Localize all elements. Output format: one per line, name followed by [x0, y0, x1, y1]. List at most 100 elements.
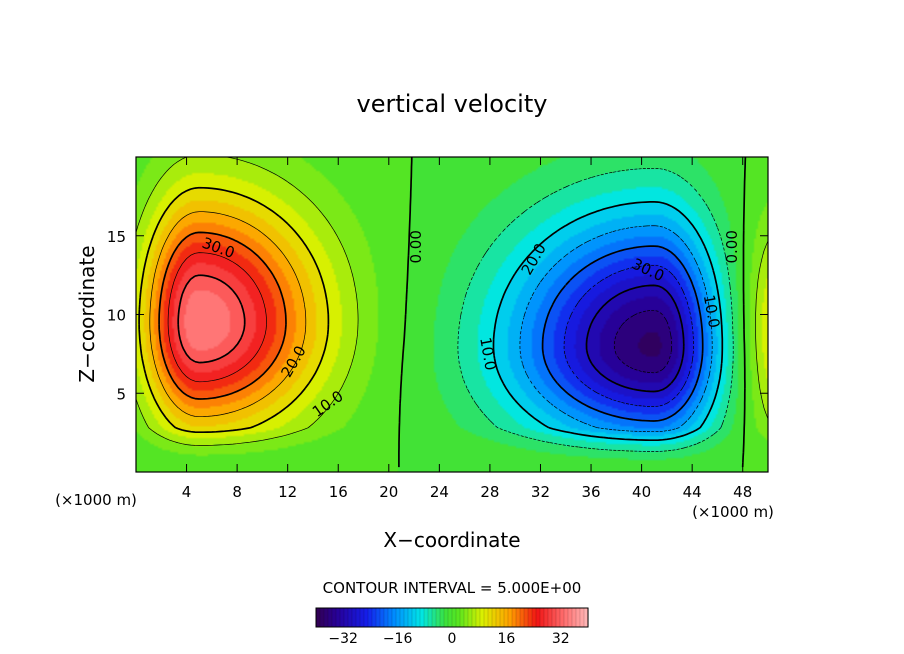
colorbar-swatch: [315, 607, 321, 628]
colorbar-swatch: [419, 607, 425, 628]
colorbar-swatch: [431, 607, 437, 628]
colorbar-swatch: [411, 607, 417, 628]
colorbar-swatch: [367, 607, 373, 628]
colorbar-swatch: [503, 607, 509, 628]
colorbar-swatch: [563, 607, 569, 628]
x-axis-label: X−coordinate: [383, 528, 520, 552]
contour-line: [158, 231, 287, 400]
colorbar-swatch: [375, 607, 381, 628]
colorbar-tick-label: 16: [497, 631, 515, 647]
x-tick-label: 8: [232, 483, 242, 501]
colorbar-swatch: [407, 607, 413, 628]
colorbar-swatch: [555, 607, 561, 628]
contour-line: [136, 157, 768, 446]
colorbar-swatch: [579, 607, 585, 628]
x-tick-label: 32: [531, 483, 550, 501]
colorbar-swatch: [343, 607, 349, 628]
colorbar: [315, 607, 589, 628]
y-tick-label: 5: [116, 385, 126, 403]
colorbar-swatch: [391, 607, 397, 628]
colorbar-swatch: [423, 607, 429, 628]
colorbar-swatch: [451, 607, 457, 628]
colorbar-swatch: [455, 607, 461, 628]
contour-line: [614, 309, 672, 374]
colorbar-swatch: [539, 607, 545, 628]
colorbar-swatch: [575, 607, 581, 628]
contour-line: [149, 211, 307, 418]
y-tick-label: 10: [107, 307, 126, 325]
colorbar-swatch: [415, 607, 421, 628]
colorbar-swatch: [547, 607, 553, 628]
colorbar-swatch: [511, 607, 517, 628]
x-tick-label: 28: [480, 483, 499, 501]
contour-line: [519, 225, 713, 433]
colorbar-swatch: [535, 607, 541, 628]
contour-interval-text: CONTOUR INTERVAL = 5.000E+00: [323, 579, 582, 597]
colorbar-swatch: [475, 607, 481, 628]
contour-line: [167, 252, 267, 383]
colorbar-swatch: [551, 607, 557, 628]
x-unit-label-right: (×1000 m): [692, 503, 774, 521]
x-tick-label: 16: [329, 483, 348, 501]
colorbar-tick-label: −32: [328, 631, 358, 647]
x-tick-label: 48: [733, 483, 752, 501]
colorbar-swatch: [443, 607, 449, 628]
colorbar-swatch: [487, 607, 493, 628]
colorbar-swatch: [483, 607, 489, 628]
colorbar-swatch: [491, 607, 497, 628]
x-tick-label: 12: [278, 483, 297, 501]
colorbar-swatch: [363, 607, 369, 628]
colorbar-tick-label: 0: [448, 631, 457, 647]
contour-label: 0.00: [723, 230, 741, 263]
contour-line: [492, 201, 724, 442]
colorbar-swatch: [359, 607, 365, 628]
contour-line: [138, 186, 330, 434]
colorbar-swatch: [559, 607, 565, 628]
contour-label: 10.0: [476, 336, 500, 372]
x-unit-label-left: (×1000 m): [55, 491, 137, 509]
colorbar-swatch: [527, 607, 533, 628]
colorbar-swatch: [439, 607, 445, 628]
y-tick-label: 15: [107, 228, 126, 246]
colorbar-tick-label: −16: [383, 631, 413, 647]
contour-line: [398, 157, 747, 468]
x-tick-label: 20: [379, 483, 398, 501]
contour-lines: [136, 157, 768, 468]
colorbar-swatch: [371, 607, 377, 628]
contour-label: 10.0: [700, 293, 724, 329]
colorbar-swatch: [495, 607, 501, 628]
colorbar-swatch: [447, 607, 453, 628]
colorbar-swatch: [519, 607, 525, 628]
colorbar-swatch: [531, 607, 537, 628]
x-tick-label: 4: [182, 483, 192, 501]
colorbar-swatch: [395, 607, 401, 628]
velocity-field-heatmap: [136, 157, 768, 472]
colorbar-ticks: −32 −16 0 16 32: [328, 631, 569, 647]
colorbar-swatch: [379, 607, 385, 628]
contour-label: 0.00: [407, 230, 425, 263]
colorbar-swatch: [355, 607, 361, 628]
colorbar-swatch: [351, 607, 357, 628]
colorbar-swatch: [331, 607, 337, 628]
colorbar-swatch: [399, 607, 405, 628]
x-tick-label: 40: [632, 483, 651, 501]
contour-labels: 30.020.010.00.00 20.0 30.010.010.00.00: [200, 230, 742, 421]
x-tick-label: 24: [430, 483, 449, 501]
contour-line: [541, 245, 704, 422]
colorbar-swatch: [571, 607, 577, 628]
chart-title: vertical velocity: [357, 90, 548, 118]
contour-line: [457, 167, 734, 452]
colorbar-swatch: [339, 607, 345, 628]
y-axis-label: Z−coordinate: [75, 245, 99, 382]
colorbar-swatch: [567, 607, 573, 628]
x-axis-ticks: 4 8 12 16 20 24 28 32 36 40 44 48: [182, 157, 752, 501]
y-axis-ticks: 5 10 15: [107, 228, 768, 403]
colorbar-swatch: [463, 607, 469, 628]
colorbar-swatch: [507, 607, 513, 628]
colorbar-swatch: [435, 607, 441, 628]
colorbar-swatch: [499, 607, 505, 628]
colorbar-swatch: [383, 607, 389, 628]
colorbar-swatch: [467, 607, 473, 628]
x-tick-label: 44: [683, 483, 702, 501]
